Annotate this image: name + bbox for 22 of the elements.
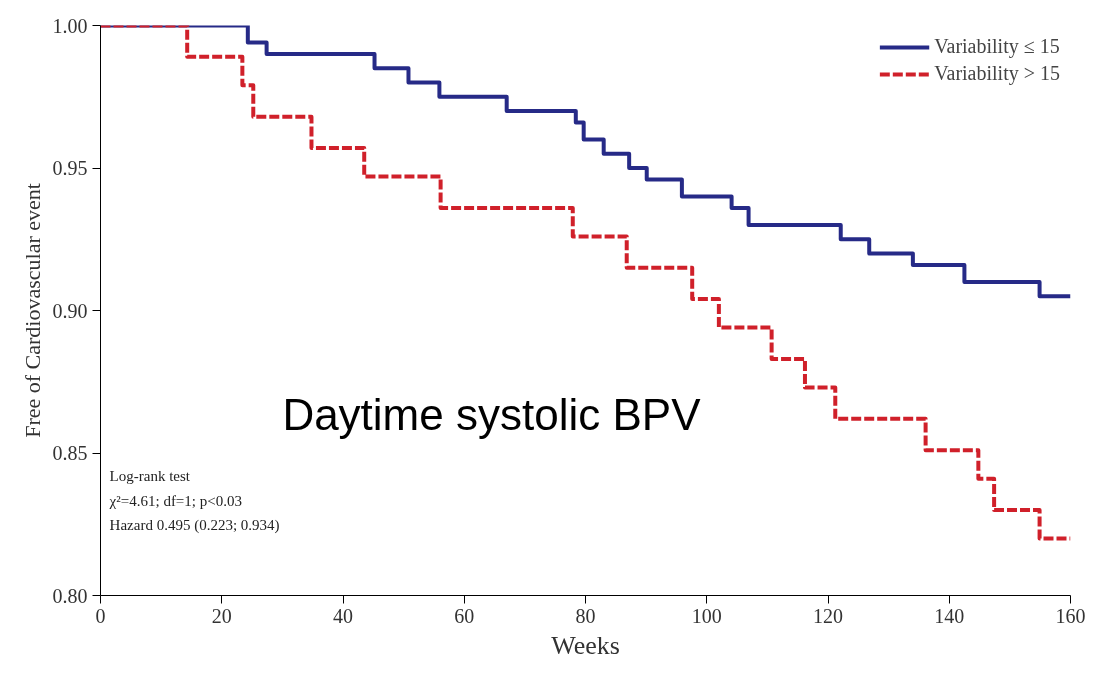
y-axis-title: Free of Cardiovascular event bbox=[19, 183, 45, 438]
x-axis-title: Weeks bbox=[551, 630, 620, 660]
x-tick-label: 120 bbox=[813, 604, 843, 627]
legend-label: Variability ≤ 15 bbox=[934, 35, 1060, 58]
legend-label: Variability > 15 bbox=[934, 62, 1060, 85]
x-tick-label: 140 bbox=[934, 604, 965, 627]
annotation: Log-rank test bbox=[109, 468, 191, 485]
x-tick-label: 0 bbox=[95, 604, 106, 627]
annotation: Daytime systolic BPV bbox=[282, 389, 702, 439]
x-tick-label: 40 bbox=[333, 604, 353, 627]
y-tick-label: 0.90 bbox=[52, 299, 88, 322]
y-tick-label: 0.85 bbox=[52, 442, 88, 464]
y-tick-label: 1.00 bbox=[52, 14, 88, 37]
x-tick-label: 20 bbox=[211, 604, 232, 627]
y-tick-label: 0.95 bbox=[52, 157, 88, 179]
x-tick-label: 80 bbox=[575, 604, 596, 627]
annotation: Hazard 0.495 (0.223; 0.934) bbox=[109, 516, 280, 534]
x-tick-label: 160 bbox=[1055, 604, 1086, 627]
y-tick-label: 0.80 bbox=[52, 584, 88, 607]
annotation: χ²=4.61; df=1; p<0.03 bbox=[108, 492, 242, 509]
x-tick-label: 60 bbox=[454, 604, 475, 627]
x-tick-label: 100 bbox=[691, 604, 722, 627]
